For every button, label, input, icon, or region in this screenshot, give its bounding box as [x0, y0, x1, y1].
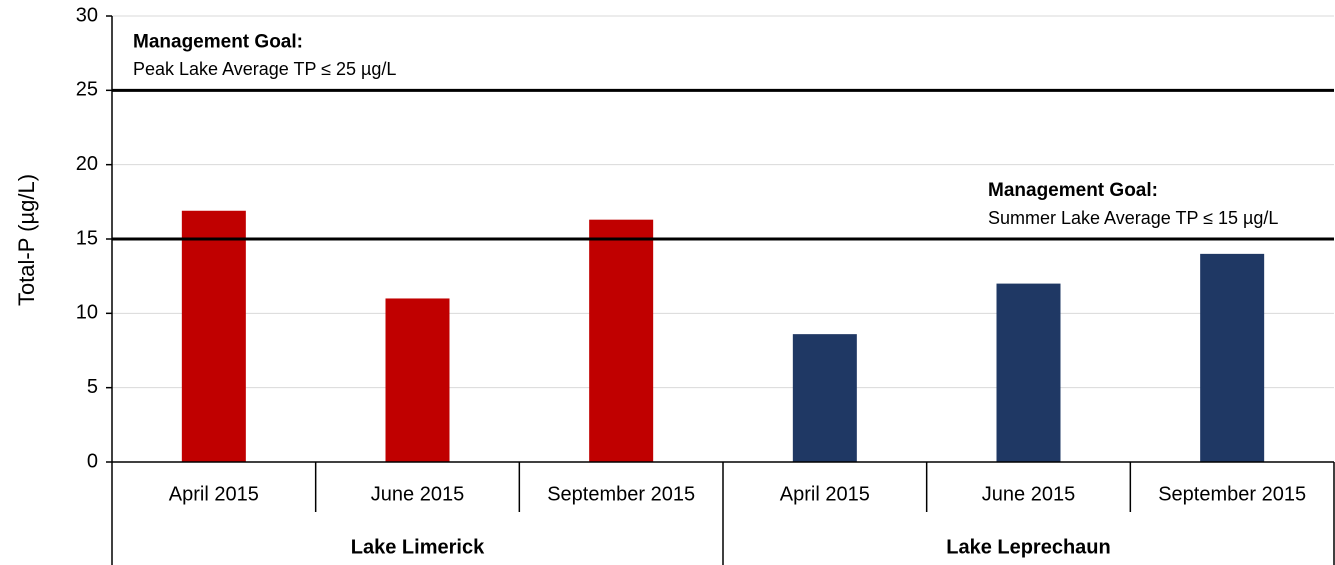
y-tick-label: 10	[76, 302, 98, 324]
annotation-title: Management Goal:	[988, 180, 1158, 201]
y-axis-label: Total-P (µg/L)	[14, 174, 39, 306]
bar	[589, 219, 654, 462]
y-tick-label: 25	[76, 79, 98, 101]
y-tick-label: 30	[76, 4, 98, 26]
bar	[996, 283, 1061, 462]
annotation-title: Management Goal:	[133, 31, 303, 52]
bar	[792, 334, 857, 462]
group-label: Lake Limerick	[351, 536, 485, 558]
y-tick-label: 0	[87, 450, 98, 472]
y-tick-label: 5	[87, 376, 98, 398]
x-tick-label: April 2015	[780, 483, 870, 505]
y-tick-label: 15	[76, 227, 98, 249]
bar	[181, 210, 246, 462]
bar	[1200, 253, 1265, 462]
x-tick-label: September 2015	[547, 483, 695, 505]
annotation-text: Peak Lake Average TP ≤ 25 µg/L	[133, 59, 396, 79]
bar	[385, 298, 450, 462]
x-tick-label: April 2015	[169, 483, 259, 505]
annotation-text: Summer Lake Average TP ≤ 15 µg/L	[988, 208, 1278, 228]
x-tick-label: June 2015	[982, 483, 1075, 505]
x-tick-label: September 2015	[1158, 483, 1306, 505]
y-tick-label: 20	[76, 153, 98, 175]
group-label: Lake Leprechaun	[946, 536, 1111, 558]
x-tick-label: June 2015	[371, 483, 464, 505]
